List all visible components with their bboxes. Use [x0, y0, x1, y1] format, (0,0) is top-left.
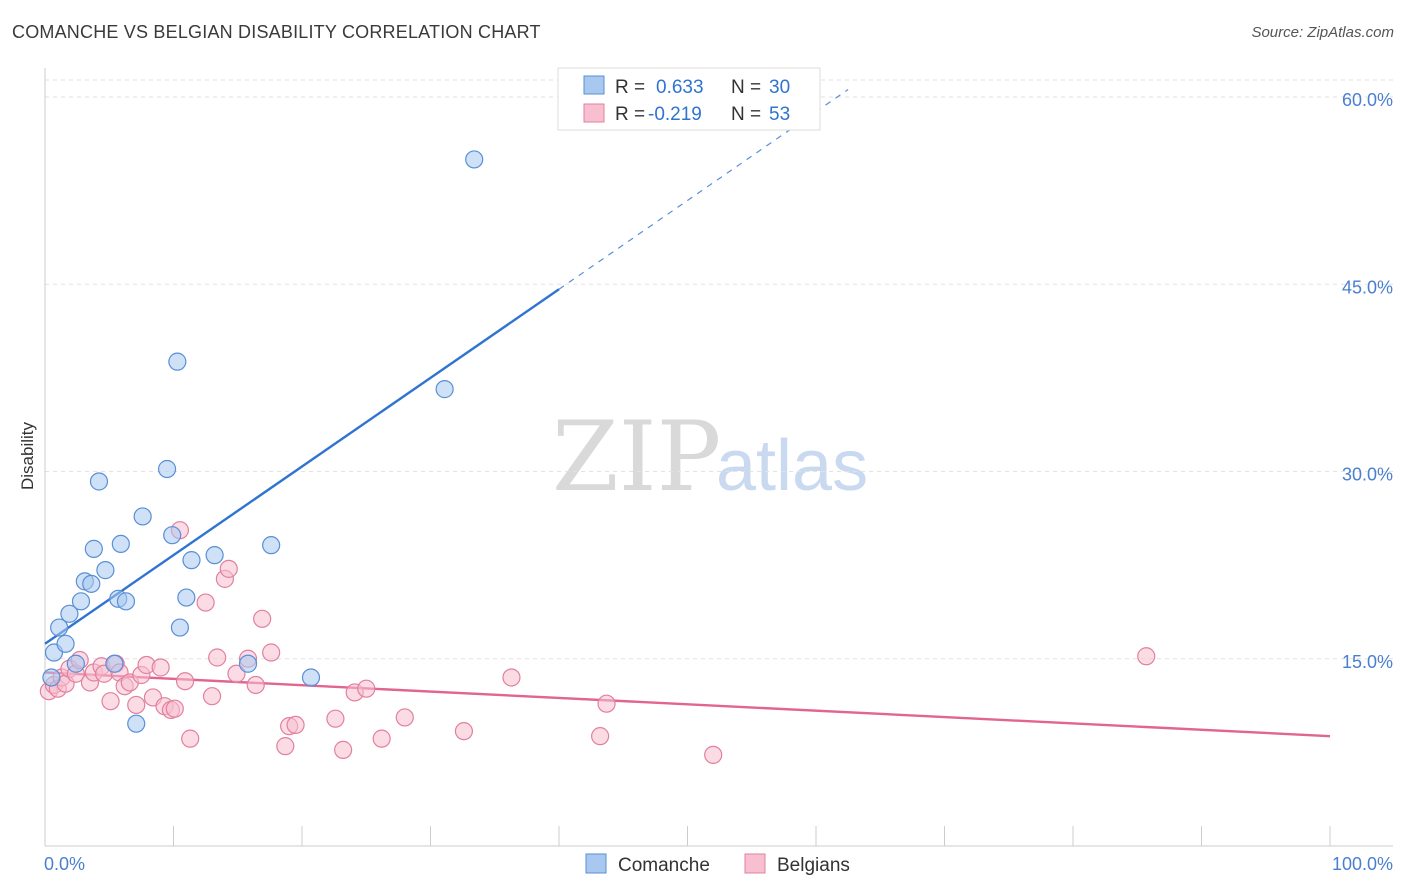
point-comanche-5 [66, 654, 85, 673]
point-belgians-30 [208, 648, 227, 667]
point-belgians-24 [165, 699, 184, 718]
point-belgians-50 [597, 694, 616, 713]
point-belgians-45 [372, 729, 391, 748]
point-belgians-46 [395, 708, 414, 727]
point-comanche-23 [182, 551, 201, 570]
point-belgians-40 [286, 715, 305, 735]
point-comanche-8 [82, 574, 101, 593]
point-belgians-21 [151, 658, 170, 677]
point-comanche-10 [89, 472, 109, 491]
legend-r-value-belgians: -0.219 [648, 104, 702, 125]
legend-n-label-comanche: N = [731, 77, 761, 98]
point-belgians-37 [262, 643, 281, 662]
point-belgians-47 [454, 722, 474, 741]
point-comanche-6 [71, 592, 91, 611]
legend-swatch-comanche [583, 75, 605, 95]
legend-r-label-belgians: R = [615, 104, 645, 125]
point-comanche-17 [133, 507, 152, 526]
point-belgians-29 [202, 687, 222, 706]
axes [44, 68, 1393, 847]
x-tick-label-max: 100.0% [1332, 854, 1393, 874]
point-comanche-29 [465, 150, 484, 169]
point-comanche-16 [127, 714, 146, 733]
legend-series: Comanche Belgians [585, 853, 850, 876]
point-comanche-27 [301, 668, 321, 687]
point-belgians-33 [227, 664, 246, 683]
y-axis-title: Disability [18, 421, 37, 490]
point-belgians-28 [196, 593, 215, 612]
point-belgians-51 [704, 745, 723, 764]
y-tick-label-15: 15.0% [1342, 652, 1393, 672]
point-comanche-28 [435, 380, 454, 399]
point-comanche-15 [116, 592, 136, 611]
point-belgians-42 [334, 740, 353, 759]
data-points [39, 150, 1156, 764]
chart-title: COMANCHE VS BELGIAN DISABILITY CORRELATI… [12, 22, 541, 42]
legend-r-label-comanche: R = [615, 77, 645, 98]
point-comanche-24 [205, 546, 224, 565]
watermark-atlas: atlas [716, 426, 868, 506]
watermark-zip: ZIP [552, 401, 721, 513]
grid-lines [45, 79, 1393, 660]
legend-stats: R = 0.633 N = 30 R = -0.219 N = 53 [557, 67, 821, 131]
bottom-legend-swatch-comanche [585, 853, 607, 874]
point-belgians-27 [181, 729, 200, 748]
point-comanche-0 [42, 668, 61, 687]
point-comanche-18 [157, 459, 177, 479]
point-comanche-25 [238, 654, 258, 673]
point-comanche-26 [262, 536, 281, 555]
point-belgians-41 [326, 709, 345, 728]
bottom-legend-label-comanche: Comanche [618, 855, 710, 876]
legend-n-label-belgians: N = [731, 104, 761, 125]
point-comanche-22 [177, 588, 196, 607]
point-belgians-36 [253, 609, 272, 628]
point-comanche-2 [50, 618, 69, 637]
point-comanche-12 [105, 654, 124, 673]
point-comanche-20 [168, 352, 187, 371]
legend-n-value-belgians: 53 [769, 104, 790, 125]
legend-r-value-comanche: 0.633 [656, 77, 704, 98]
point-belgians-17 [127, 695, 146, 715]
trend-line-comanche [44, 288, 560, 645]
legend-swatch-belgians [583, 103, 605, 123]
point-belgians-49 [591, 727, 610, 746]
point-comanche-9 [84, 539, 103, 558]
point-belgians-48 [502, 668, 521, 687]
x-tick-label-min: 0.0% [44, 854, 85, 874]
bottom-legend-label-belgians: Belgians [777, 855, 850, 876]
point-belgians-52 [1137, 647, 1156, 666]
y-tick-labels: 15.0% 30.0% 45.0% 60.0% [1342, 90, 1393, 672]
point-comanche-4 [60, 604, 79, 623]
watermark: ZIP atlas [552, 401, 868, 513]
point-belgians-26 [175, 672, 195, 691]
chart-source: Source: ZipAtlas.com [1251, 24, 1394, 41]
y-tick-label-45: 45.0% [1342, 277, 1393, 297]
y-tick-label-30: 30.0% [1342, 465, 1393, 485]
point-belgians-32 [219, 559, 238, 578]
bottom-legend-swatch-belgians [744, 853, 766, 874]
point-comanche-21 [170, 618, 190, 637]
y-tick-label-60: 60.0% [1342, 90, 1393, 110]
point-comanche-11 [96, 561, 115, 580]
point-belgians-44 [357, 679, 376, 698]
point-belgians-35 [246, 675, 265, 695]
legend-n-value-comanche: 30 [769, 77, 790, 98]
point-comanche-3 [56, 634, 75, 653]
point-belgians-12 [101, 692, 120, 711]
point-comanche-19 [163, 526, 182, 545]
point-comanche-14 [111, 534, 130, 554]
point-belgians-38 [276, 737, 295, 756]
